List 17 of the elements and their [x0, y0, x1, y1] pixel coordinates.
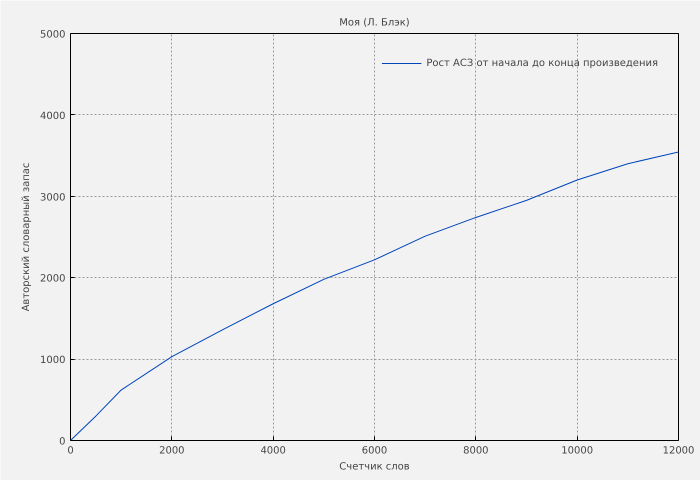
y-tick-label: 2000 — [40, 274, 66, 285]
x-tick-label: 6000 — [362, 446, 388, 456]
x-tick-label: 8000 — [463, 446, 489, 456]
y-tick-label: 3000 — [40, 192, 66, 204]
x-tick-label: 0 — [67, 446, 74, 456]
x-tick-label: 12000 — [662, 446, 694, 456]
x-tick-label: 4000 — [260, 446, 286, 456]
y-tick-label: 1000 — [40, 355, 66, 366]
y-tick-label: 5000 — [40, 30, 66, 40]
chart-title: Моя (Л. Блэк) — [339, 18, 410, 28]
x-tick-label: 10000 — [561, 446, 594, 456]
y-tick-label: 0 — [59, 436, 66, 448]
x-axis-title: Счетчик слов — [339, 462, 410, 472]
x-tick-label: 2000 — [159, 446, 185, 456]
legend-label: Рост АСЗ от начала до конца произведения — [426, 58, 658, 68]
y-tick-label: 4000 — [40, 110, 66, 122]
y-axis-title: Авторский словарный запас — [21, 162, 32, 312]
